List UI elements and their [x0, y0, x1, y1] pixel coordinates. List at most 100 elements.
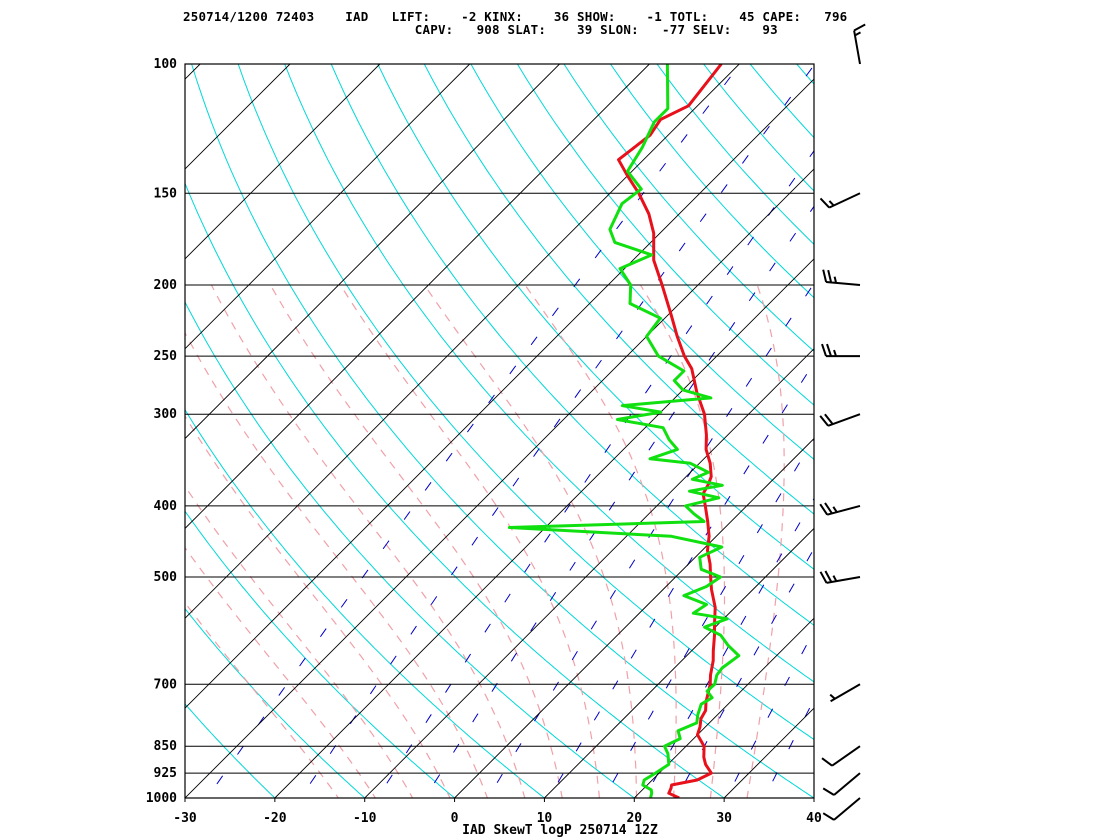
pressure-tick-label: 200 — [154, 278, 178, 293]
pressure-tick-label: 300 — [154, 407, 178, 422]
isotherm-line — [185, 64, 381, 260]
temperature-tick-labels: -30 -20 -10 0 10 20 30 40 — [173, 798, 822, 826]
dry-adiabat — [237, 64, 814, 741]
pressure-tick-label: 100 — [154, 57, 178, 72]
isotherm-line — [185, 64, 740, 619]
moist-adiabat — [210, 284, 526, 798]
moist-adiabat — [185, 546, 377, 798]
mixing-ratio-line — [487, 282, 814, 798]
mixing-ratio-line — [424, 205, 814, 798]
temperature-tick-label: 0 — [451, 811, 459, 826]
moist-adiabat — [185, 415, 451, 798]
pressure-tick-label: 400 — [154, 499, 178, 514]
mixing-ratio-line — [603, 438, 814, 798]
isotherm-line — [185, 168, 814, 798]
dry-adiabat — [470, 64, 814, 461]
temperature-tick-label: -20 — [263, 811, 287, 826]
moist-adiabats — [185, 284, 785, 798]
wind-barb — [822, 772, 861, 796]
sounding-profile-2 — [507, 64, 741, 798]
temperature-tick-label: 30 — [716, 811, 732, 826]
wind-barb — [822, 269, 861, 286]
isotherm-line — [633, 617, 814, 798]
moist-adiabat — [339, 284, 601, 798]
dry-adiabat — [516, 64, 814, 406]
moist-adiabat — [746, 284, 785, 798]
chart-caption: IAD SkewT logP 250714 12Z — [462, 823, 658, 838]
isotherm-line — [274, 258, 814, 798]
isotherm-line — [723, 707, 814, 798]
temperature-tick-label: 10 — [537, 811, 553, 826]
isotherms — [0, 64, 814, 798]
wind-barb — [819, 502, 861, 516]
wind-barb — [822, 797, 861, 821]
pressure-tick-label: 1000 — [146, 791, 177, 806]
isotherm-line — [185, 64, 650, 530]
mixing-ratio-line — [300, 64, 814, 798]
temperature-tick-label: -10 — [353, 811, 377, 826]
mixing-ratio-line — [206, 64, 741, 798]
mixing-ratio-line — [763, 698, 814, 798]
mixing-ratio-line — [676, 547, 814, 798]
dry-adiabats — [185, 48, 1120, 814]
pressure-tick-label: 850 — [154, 739, 178, 754]
pressure-tick-label: 925 — [154, 766, 177, 781]
dry-adiabat — [185, 607, 366, 798]
wind-barb — [819, 192, 861, 209]
dry-adiabat — [377, 64, 814, 570]
wind-barb — [819, 570, 861, 584]
moist-adiabat — [524, 284, 677, 798]
pressure-tick-label: 250 — [154, 349, 178, 364]
dry-adiabat — [185, 510, 456, 798]
wind-barb — [821, 343, 861, 358]
isotherm-line — [0, 64, 110, 798]
moist-adiabat — [185, 485, 414, 798]
mixing-ratio-line — [548, 361, 814, 798]
dry-adiabat — [656, 64, 814, 246]
header-line-2: CAPV: 908 SLAT: 39 SLON: -77 SELV: 93 — [183, 22, 778, 37]
isotherm-line — [364, 348, 814, 798]
dry-adiabat — [829, 48, 1120, 814]
dry-adiabat — [284, 64, 814, 683]
wind-barb — [821, 745, 861, 767]
pressure-tick-label: 150 — [154, 186, 178, 201]
moist-adiabat — [269, 284, 563, 798]
dry-adiabat — [185, 703, 276, 798]
plot-frame — [184, 63, 815, 799]
dry-adiabat — [423, 64, 814, 515]
dry-adiabat — [330, 64, 814, 626]
dry-adiabat — [875, 48, 1120, 814]
isotherm-line — [454, 437, 814, 798]
moist-adiabat — [185, 601, 340, 798]
dry-adiabat — [185, 797, 186, 798]
isotherm-line — [544, 527, 814, 798]
isotherm-line — [0, 64, 20, 798]
dry-adiabat — [609, 64, 814, 299]
temperature-tick-label: 40 — [806, 811, 822, 826]
mixing-ratio-line — [725, 630, 814, 798]
moist-adiabat — [423, 284, 638, 798]
temperature-tick-label: 20 — [626, 811, 642, 826]
mixing-ratio-line — [644, 497, 814, 798]
pressure-tick-labels: 1000 925 850 700 500 400 300 250 200 150 100 — [146, 57, 177, 806]
isotherm-line — [813, 797, 814, 798]
isotherm-line — [185, 64, 291, 170]
dry-adiabat — [191, 64, 814, 798]
sounding-profile-1 — [617, 64, 723, 798]
wind-barb — [829, 683, 861, 703]
wind-barbs — [819, 23, 866, 821]
dry-adiabat — [185, 408, 546, 798]
mixing-ratio-lines — [206, 64, 814, 798]
wind-barb — [819, 413, 861, 427]
pressure-tick-label: 700 — [154, 677, 178, 692]
dry-adiabat — [185, 182, 725, 798]
moist-adiabat — [185, 331, 489, 798]
wind-barb — [853, 23, 866, 65]
dry-adiabat — [749, 64, 814, 139]
pressure-tick-label: 500 — [154, 570, 178, 585]
isotherm-line — [185, 64, 560, 440]
isotherm-line — [185, 64, 471, 350]
isotherm-line — [185, 78, 814, 709]
header-line-1: 250714/1200 72403 IAD LIFT: -2 KINX: 36 … — [183, 9, 848, 24]
